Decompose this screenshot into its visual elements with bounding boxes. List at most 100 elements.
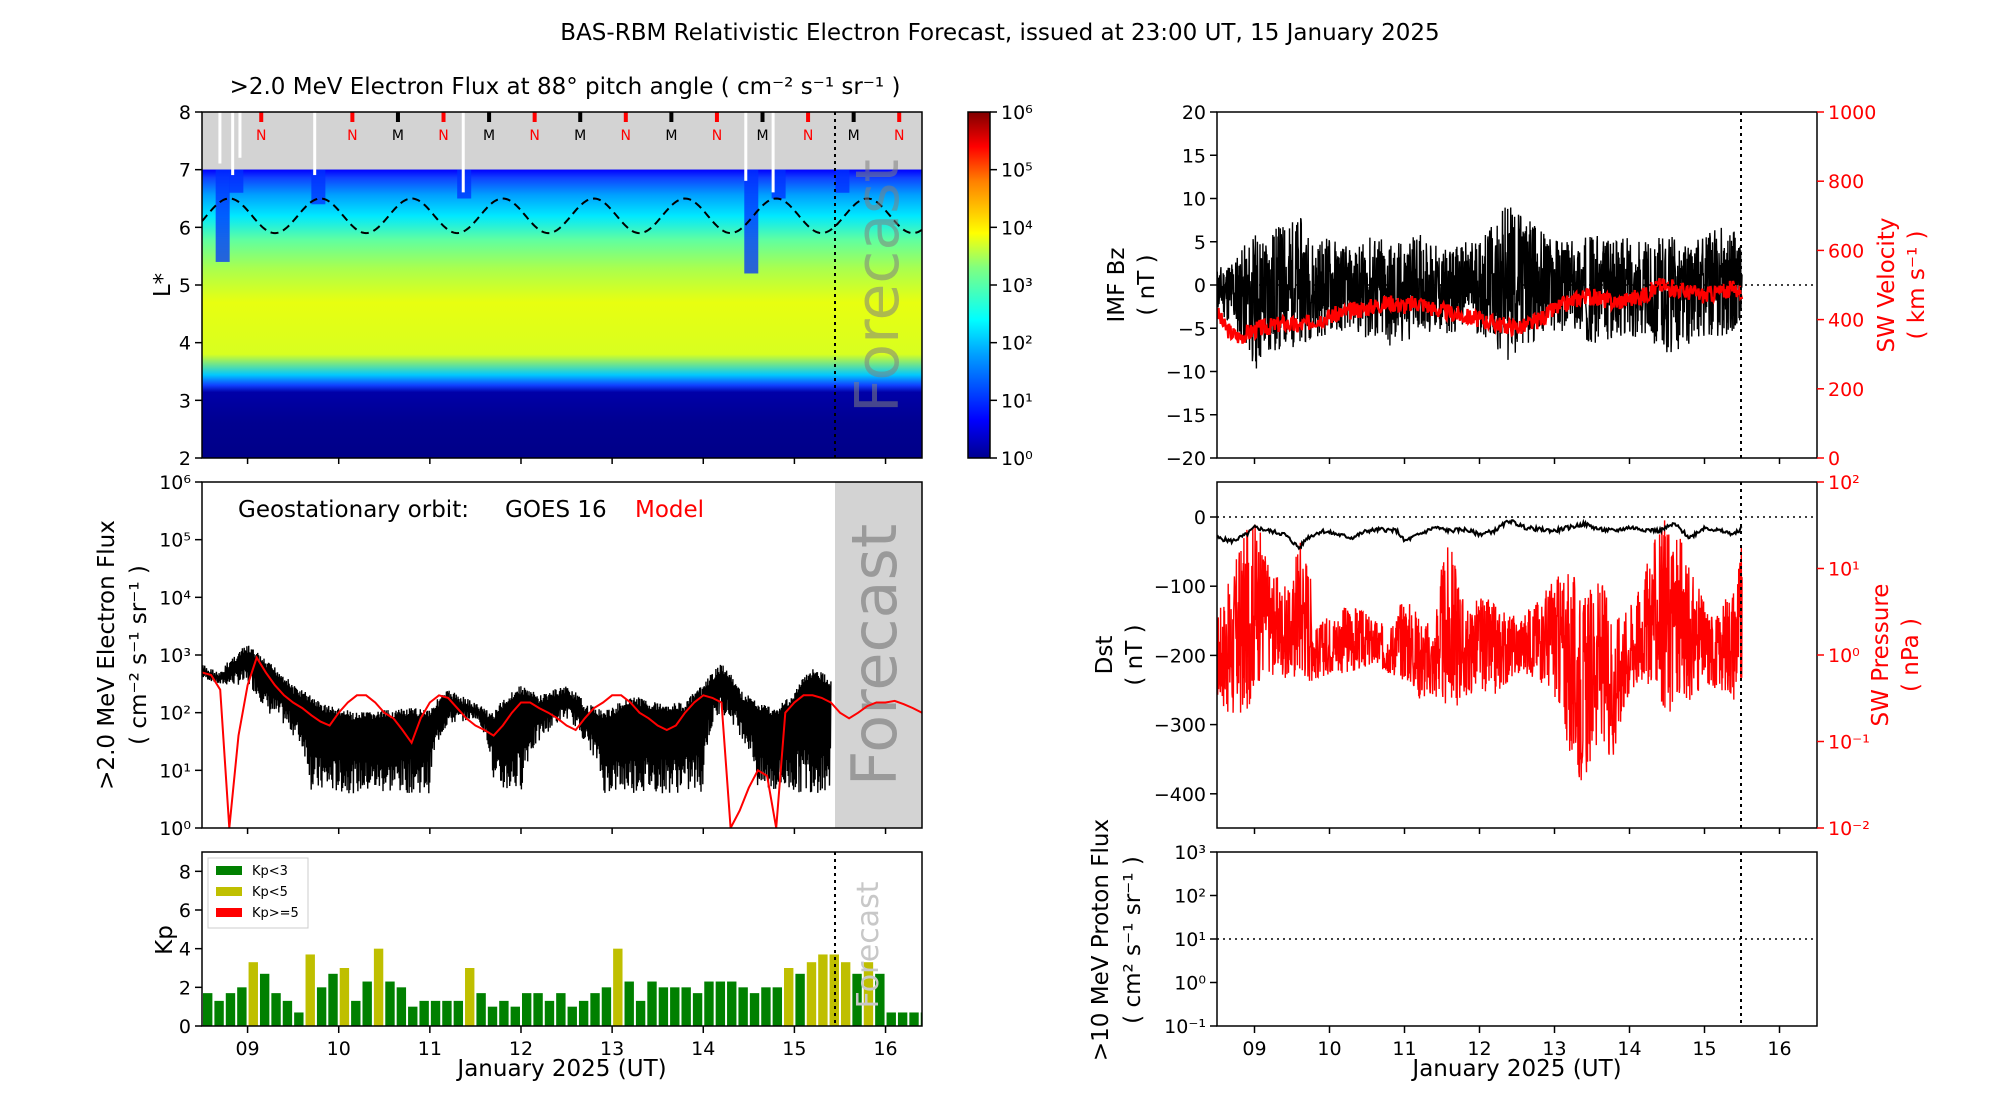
proton-x-tick-label: 11 <box>1392 1038 1416 1060</box>
orbit-marker-tick <box>714 112 719 122</box>
kp-y-ticks: 0 2 4 6 8 <box>179 861 202 1038</box>
dst-y-tick-label: 0 <box>1194 507 1206 529</box>
kp-bar <box>487 1006 498 1026</box>
kp-bar <box>670 987 680 1026</box>
kp-bar <box>909 1012 919 1026</box>
proton-x-tick-label: 15 <box>1692 1038 1716 1060</box>
orbit-marker-label: M <box>848 128 860 144</box>
proton-ylabel-unit: ( cm² s⁻¹ sr⁻¹ ) <box>1120 856 1146 1024</box>
proton-x-tick-label: 16 <box>1767 1038 1791 1060</box>
kp-bars <box>203 948 941 1026</box>
kp-bar <box>692 993 703 1026</box>
kp-bar <box>852 973 862 1026</box>
kp-panel: Forecast 0 2 4 6 8 09 10 11 12 13 14 15 16 Kp Janua… <box>152 851 941 1082</box>
kp-bar <box>476 993 486 1026</box>
kp-bar <box>727 981 737 1026</box>
flux-legend-prefix: Geostationary orbit: <box>238 497 469 523</box>
imf-ylabel-unit: ( nT ) <box>1134 254 1160 315</box>
data-gap <box>771 112 775 193</box>
kp-bar <box>738 987 748 1026</box>
kp-x-tick-label: 14 <box>691 1038 715 1060</box>
kp-bar <box>784 968 794 1026</box>
proton-x-ticks: 09 10 11 12 13 14 15 16 <box>1242 1026 1792 1060</box>
proton-x-tick-label: 10 <box>1317 1038 1341 1060</box>
kp-bar <box>385 981 395 1026</box>
sw-pressure-line <box>1217 520 1743 781</box>
orbit-marker-label: N <box>803 128 813 144</box>
pressure-ticks: 10⁻² 10⁻¹ 10⁰ 10¹ 10² <box>1817 472 1870 840</box>
kp-bar <box>294 1012 304 1026</box>
kp-y-tick-label: 8 <box>179 861 191 883</box>
orbit-marker-label: N <box>529 128 539 144</box>
kp-bar <box>749 993 760 1026</box>
imf-panel: −20 −15 −10 −5 0 5 10 15 20 0 200 400 600 800 1000 IM… <box>1104 102 1930 470</box>
heatmap-y-tick-label: 7 <box>179 160 191 182</box>
kp-bar <box>453 1000 464 1026</box>
kp-y-tick-label: 6 <box>179 900 191 922</box>
orbit-marker-label: M <box>483 128 495 144</box>
x-ticks <box>1253 458 1781 464</box>
dst-series <box>1217 518 1743 551</box>
flux-y-tick-label: 10⁴ <box>159 587 191 609</box>
colorbar-tick-label: 10⁵ <box>1001 160 1033 182</box>
dst-ylabel-unit: ( nT ) <box>1122 624 1148 685</box>
imf-y-tick-label: 10 <box>1182 189 1206 211</box>
velocity-y-tick-label: 0 <box>1828 448 1840 470</box>
orbit-marker-tick <box>350 112 355 122</box>
pressure-y-tick-label: 10² <box>1828 472 1860 494</box>
colorbar-tick-label: 10⁶ <box>1001 102 1033 124</box>
kp-bar <box>248 962 258 1026</box>
kp-bar <box>761 987 771 1026</box>
velocity-ylabel-unit: ( km s⁻¹ ) <box>1904 231 1930 340</box>
kp-bar <box>282 1000 293 1026</box>
heatmap-y-tick-label: 3 <box>179 390 191 412</box>
kp-x-tick-label: 12 <box>509 1038 533 1060</box>
colorbar <box>967 111 991 459</box>
pressure-y-tick-label: 10⁻¹ <box>1828 732 1870 754</box>
flux-ylabel: >2.0 MeV Electron Flux <box>94 520 120 790</box>
dropout-streak <box>215 169 230 262</box>
velocity-ylabel: SW Velocity <box>1874 218 1900 353</box>
orbit-marker-label: N <box>347 128 357 144</box>
data-gap <box>231 112 235 176</box>
heatmap-y-tick-label: 6 <box>179 217 191 239</box>
dropout-streak <box>311 169 326 205</box>
kp-bar <box>544 1000 555 1026</box>
dst-y-tick-label: −300 <box>1154 715 1206 737</box>
x-ticks <box>246 458 887 464</box>
flux-legend-series: GOES 16 <box>505 497 607 523</box>
kp-bar <box>442 1000 452 1026</box>
pressure-y-tick-label: 10⁰ <box>1828 645 1860 667</box>
kp-bar <box>214 1000 224 1026</box>
kp-bar <box>601 987 612 1026</box>
dropout-streak <box>835 169 850 193</box>
kp-bar <box>590 993 600 1026</box>
orbit-marker-tick <box>623 112 628 122</box>
kp-x-tick-label: 15 <box>782 1038 806 1060</box>
kp-bar <box>408 1006 418 1026</box>
kp-bar <box>715 981 726 1026</box>
sw-velocity-ticks: 0 200 400 600 800 1000 <box>1817 102 1876 470</box>
velocity-y-tick-label: 1000 <box>1828 102 1876 124</box>
x-ticks <box>1253 828 1781 834</box>
dst-y-ticks: −400 −300 −200 −100 0 <box>1154 507 1217 806</box>
dropout-streak <box>744 169 759 274</box>
imf-y-ticks: −20 −15 −10 −5 0 5 10 15 20 <box>1166 102 1217 470</box>
proton-y-ticks: 10⁻¹ 10⁰ 10¹ 10² 10³ <box>1164 842 1217 1038</box>
orbit-marker-tick <box>441 112 446 122</box>
kp-bar <box>271 993 281 1026</box>
kp-x-tick-label: 11 <box>418 1038 442 1060</box>
heatmap-y-tick-label: 8 <box>179 102 191 124</box>
kp-bar <box>259 973 270 1026</box>
colorbar-tick-label: 10⁰ <box>1001 448 1033 470</box>
velocity-y-tick-label: 800 <box>1828 171 1864 193</box>
kp-bar <box>818 954 828 1026</box>
kp-bar <box>932 1012 941 1026</box>
kp-bar <box>225 993 236 1026</box>
kp-legend-high-swatch <box>216 908 242 917</box>
flux-y-tick-label: 10⁰ <box>159 818 191 840</box>
kp-x-tick-label: 13 <box>600 1038 624 1060</box>
kp-bar <box>795 973 805 1026</box>
kp-bar <box>658 987 669 1026</box>
